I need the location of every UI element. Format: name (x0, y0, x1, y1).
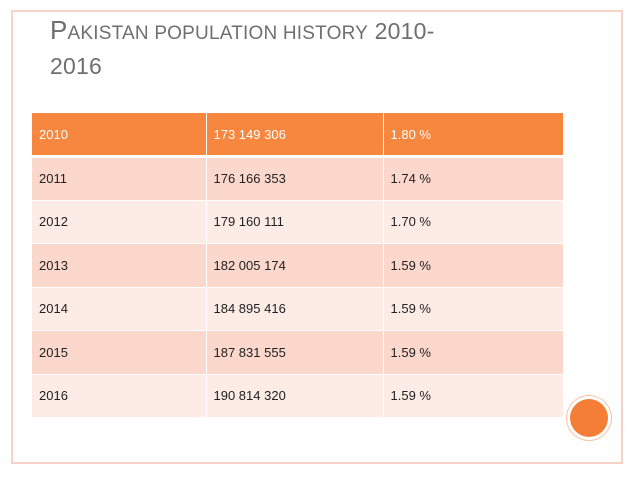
population-cell: 182 005 174 (206, 243, 384, 288)
growth-cell: 1.80 % (383, 113, 563, 158)
growth-cell: 1.59 % (383, 287, 563, 331)
population-cell: 190 814 320 (206, 374, 384, 418)
slide-title: Pakistan population history 2010- 2016 (50, 14, 530, 83)
table-row: 2013 182 005 174 1.59 % (32, 243, 563, 288)
population-cell: 179 160 111 (206, 200, 384, 244)
population-cell: 176 166 353 (206, 156, 384, 201)
year-cell: 2016 (32, 374, 207, 418)
growth-cell: 1.59 % (383, 374, 563, 418)
title-line2: 2016 (50, 53, 102, 79)
title-years: 2010- (374, 18, 435, 44)
table-row: 2011 176 166 353 1.74 % (32, 156, 563, 201)
table-row: 2016 190 814 320 1.59 % (32, 374, 563, 418)
table-row: 2014 184 895 416 1.59 % (32, 287, 563, 331)
growth-cell: 1.74 % (383, 156, 563, 201)
year-cell: 2015 (32, 330, 207, 375)
population-cell: 184 895 416 (206, 287, 384, 331)
growth-cell: 1.59 % (383, 243, 563, 288)
population-cell: 187 831 555 (206, 330, 384, 375)
growth-cell: 1.70 % (383, 200, 563, 244)
year-cell: 2014 (32, 287, 207, 331)
population-cell: 173 149 306 (206, 113, 384, 158)
table-row: 2012 179 160 111 1.70 % (32, 200, 563, 244)
year-cell: 2011 (32, 156, 207, 201)
table-row: 2015 187 831 555 1.59 % (32, 330, 563, 375)
title-small-caps: akistan population history (67, 23, 369, 44)
title-initial: P (50, 15, 68, 45)
population-table: 2010 173 149 306 1.80 % 2011 176 166 353… (32, 113, 563, 418)
growth-cell: 1.59 % (383, 330, 563, 375)
year-cell: 2012 (32, 200, 207, 244)
year-cell: 2013 (32, 243, 207, 288)
table-row: 2010 173 149 306 1.80 % (32, 113, 563, 158)
year-cell: 2010 (32, 113, 207, 158)
decorative-circle-icon (570, 399, 608, 437)
